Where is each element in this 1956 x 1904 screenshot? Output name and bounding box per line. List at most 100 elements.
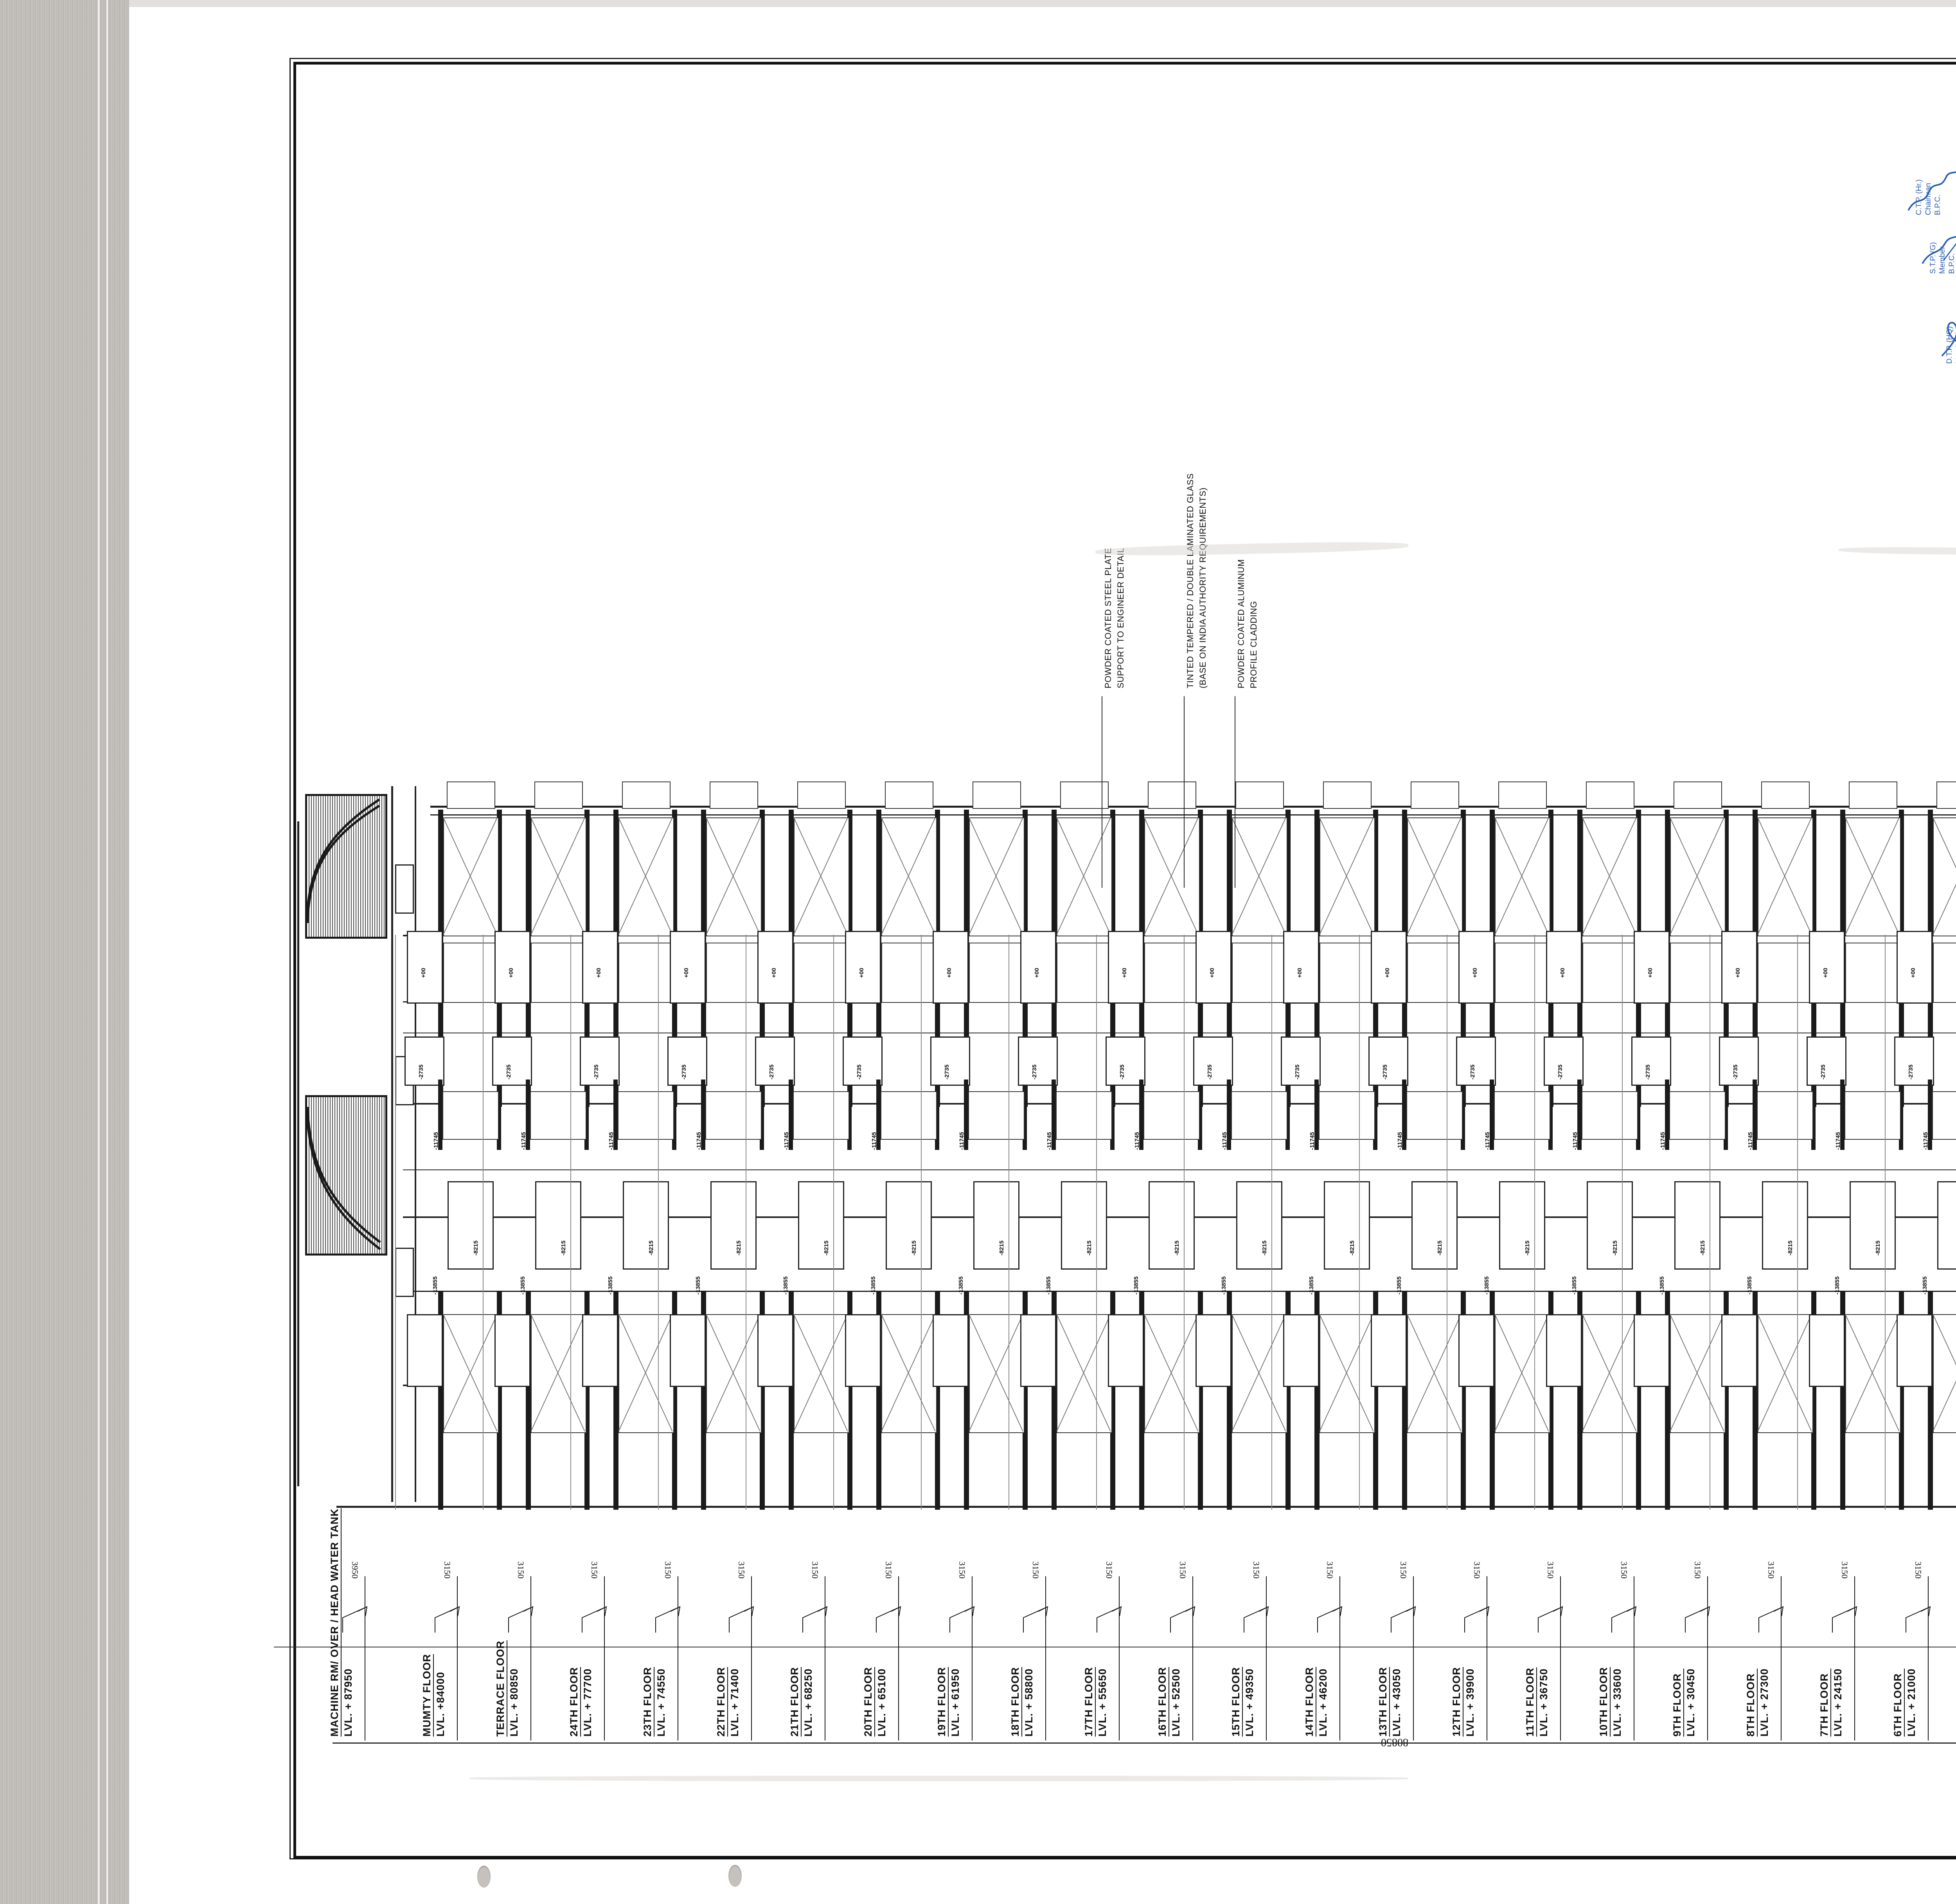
- bay-glazing-cross-lower: [1232, 1314, 1286, 1432]
- floor-level-value: LVL. + 74550: [654, 1667, 667, 1737]
- bay-glazing-mid: [1494, 1091, 1550, 1140]
- bay-glazing-lower: [531, 943, 586, 1003]
- bay-glazing-lower: [1933, 943, 1956, 1003]
- bay-mullion-mid: [1548, 1080, 1553, 1150]
- bay-mullion-mid: [1840, 1080, 1845, 1150]
- bay-glazing-lower: [706, 943, 762, 1003]
- inter-floor-dimension: 3150: [1546, 1561, 1555, 1579]
- balcony-panel-top: [582, 931, 618, 1004]
- balcony-panel-lower: [1283, 1314, 1319, 1387]
- floor-level-callouts: MACHINE RM/ OVER / HEAD WATER TANK LVL. +…: [274, 1508, 1956, 1748]
- bay-mullion-mid: [876, 1080, 881, 1150]
- floor-level-callout: 23TH FLOOR LVL. + 74550: [642, 1667, 667, 1737]
- bay-glazing-mid: [442, 1091, 499, 1140]
- floor-level-callout: 20TH FLOOR LVL. + 65100: [862, 1667, 888, 1737]
- window-tag-11745: -11745: [958, 1132, 965, 1150]
- callout-3-line1: POWDER COATED ALUMINUM: [1236, 559, 1246, 688]
- callout-1-line2: SUPPORT TO ENGINEER DETAIL: [1116, 548, 1125, 688]
- approval-3-line1: C.T.P. (Hr.): [1915, 179, 1923, 216]
- floor-level-name: 12TH FLOOR: [1451, 1667, 1462, 1737]
- bay-glazing-lower: [1758, 943, 1813, 1003]
- level-leader: [1391, 1606, 1416, 1633]
- balcony-panel-top: [1371, 931, 1407, 1004]
- bay-glazing-lower: [1232, 943, 1287, 1003]
- window-tag-8215: -8215: [735, 1240, 742, 1256]
- balcony-panel-lower: [1809, 1314, 1845, 1387]
- panel-2735: [1719, 1036, 1759, 1086]
- balcony-panel-lower: [1721, 1314, 1757, 1387]
- approval-1-title: D.T.P. (HQ) Member Secretary B.P.C.: [1945, 303, 1956, 364]
- bay-glazing-cross: [1495, 817, 1549, 935]
- core-window-a: [395, 864, 414, 914]
- panel-2735: [1193, 1036, 1233, 1086]
- floor-level-name: TERRACE FLOOR: [494, 1640, 506, 1737]
- window-tag-13855: -13855: [1834, 1276, 1841, 1295]
- floor-level-name: 15TH FLOOR: [1230, 1667, 1242, 1737]
- bay-mullion-mid: [526, 1080, 530, 1150]
- bay-glazing-mid: [1231, 1091, 1287, 1140]
- window-tag-2735: -2735: [1557, 1064, 1564, 1080]
- level-tick: [1045, 1576, 1046, 1741]
- floor-level-value: LVL. + 77700: [580, 1667, 594, 1737]
- bay-mullion-mid: [1023, 1080, 1027, 1150]
- inter-floor-dimension: 3150: [442, 1561, 452, 1579]
- balcony-panel-top: [1283, 931, 1319, 1004]
- window-tag-2735: -2735: [1382, 1064, 1388, 1080]
- bay-glazing-mid: [968, 1091, 1025, 1140]
- floor-level-callout: MACHINE RM/ OVER / HEAD WATER TANK LVL. +…: [329, 1508, 354, 1737]
- panel-8215: [1762, 1181, 1808, 1270]
- inter-floor-dimension: 3150: [1913, 1561, 1923, 1579]
- bay-glazing-lower: [1057, 943, 1112, 1003]
- bay-mullion-mid: [584, 1080, 589, 1150]
- panel-8215: [1236, 1181, 1282, 1270]
- inter-floor-dimension: 3150: [1251, 1561, 1261, 1579]
- approval-3-line3: B.P.C.: [1933, 194, 1942, 215]
- level-tick: [604, 1576, 605, 1741]
- approval-2-title: S.T.P. (G) Member B.P.C.: [1929, 242, 1956, 274]
- floor-level-callout: 6TH FLOOR LVL. + 21000: [1892, 1668, 1918, 1737]
- window-tag-2735: -2735: [856, 1064, 863, 1080]
- bay-mullion-mid: [1724, 1080, 1728, 1150]
- bay-glazing-cross: [531, 817, 585, 935]
- bay-glazing-lower: [794, 943, 849, 1003]
- bay-grid-line: [921, 935, 922, 1510]
- floor-level-callout: 9TH FLOOR LVL. + 30450: [1671, 1668, 1697, 1737]
- bay-mullion-mid: [1928, 1080, 1932, 1150]
- level-leader: [1611, 1606, 1637, 1633]
- window-tag-8215: -8215: [473, 1240, 479, 1256]
- floor-level-name: 6TH FLOOR: [1892, 1673, 1904, 1737]
- panel-2735: [1631, 1036, 1671, 1086]
- approval-scrawl-3: [1907, 171, 1956, 211]
- bay-glazing-cross: [1057, 817, 1111, 935]
- bay-glazing-lower: [443, 943, 499, 1003]
- sheet-border-outer: [289, 58, 1956, 1859]
- bay-grid-line: [1622, 935, 1623, 1510]
- bay-hopper-light: [534, 781, 583, 809]
- bay-mullion-mid: [1373, 1080, 1377, 1150]
- callout-2-line2: (BASE ON INDIA AUTHORITY REQUIREMENTS): [1198, 487, 1208, 688]
- punch-hole-left: [477, 1866, 491, 1888]
- bay-mullion-mid: [1753, 1080, 1757, 1150]
- bay-hopper-light: [710, 781, 758, 809]
- bay-glazing-cross-lower: [618, 1314, 672, 1432]
- bay-mullion-mid: [1490, 1080, 1494, 1150]
- window-tag-8215: -8215: [1524, 1240, 1531, 1256]
- floor-level-name: 11TH FLOOR: [1524, 1667, 1536, 1737]
- bay-glazing-cross-lower: [969, 1314, 1023, 1432]
- approval-1-line2: Member Secretary: [1954, 302, 1956, 364]
- inter-floor-dimension: 3150: [1104, 1561, 1114, 1579]
- bay-grid-line: [1885, 935, 1886, 1510]
- window-tag-11745: -11745: [1484, 1132, 1491, 1150]
- level-tick: [1928, 1576, 1929, 1741]
- bay-hopper-light: [622, 781, 671, 809]
- panel-2735: [1281, 1036, 1321, 1086]
- window-tag-13855: -13855: [432, 1276, 439, 1295]
- window-tag-top: +00: [1910, 968, 1916, 978]
- window-tag-13855: -13855: [607, 1276, 614, 1295]
- approval-1-line1: D.T.P. (HQ): [1945, 326, 1954, 364]
- floor-level-callout: 21TH FLOOR LVL. + 68250: [789, 1667, 814, 1737]
- inter-floor-dimension: 3150: [1766, 1561, 1776, 1579]
- floor-level-value: LVL. + 27300: [1757, 1668, 1771, 1737]
- window-tag-11745: -11745: [1659, 1132, 1666, 1150]
- bay-glazing-mid: [530, 1091, 586, 1140]
